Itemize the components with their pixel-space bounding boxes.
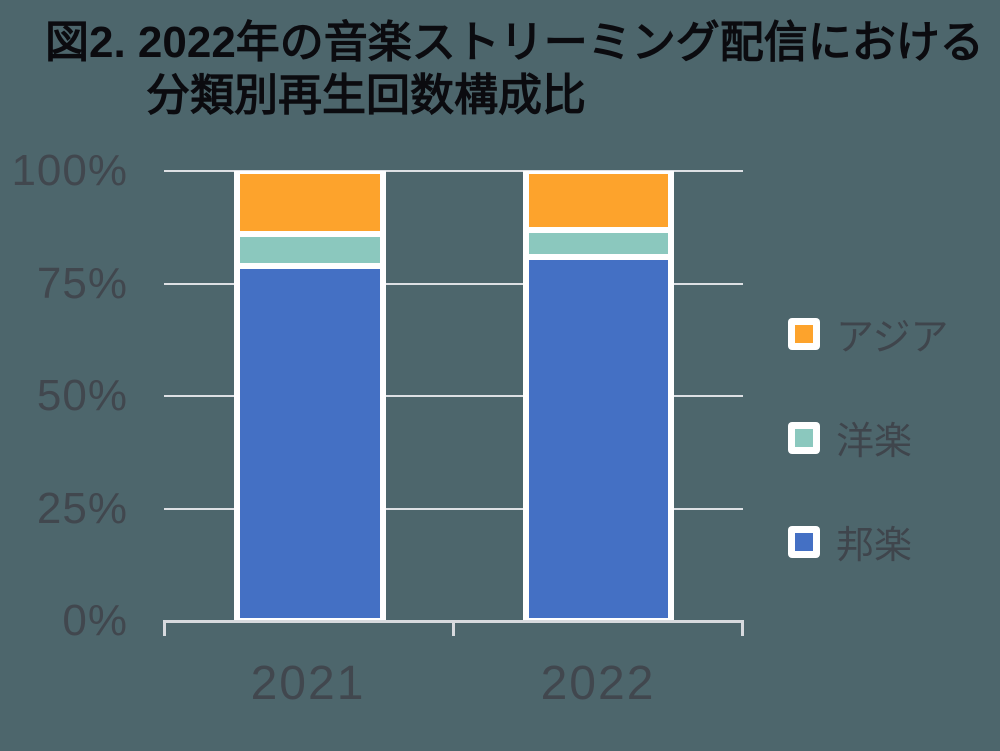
bar-segment-2021-邦楽 [234,265,386,621]
legend-item-洋楽: 洋楽 [788,410,948,465]
legend: アジア 洋楽 邦楽 [788,306,948,569]
legend-item-アジア: アジア [788,306,948,361]
gridline-75% [164,282,743,285]
chart-title-line2: 分類別再生回数構成比 [146,71,586,120]
chart-title: 図2. 2022年の音楽ストリーミング配信における 分類別再生回数構成比 [45,16,984,122]
bar-2021 [234,171,386,621]
chart-title-line1: 図2. 2022年の音楽ストリーミング配信における [45,18,984,67]
x-axis-category-label: 2022 [540,657,656,710]
bar-2022 [523,171,674,621]
x-axis-category-label: 2021 [250,657,366,710]
gridline-50% [164,395,743,397]
legend-item-邦楽: 邦楽 [788,514,948,569]
legend-swatch-icon [788,317,820,350]
gridline-25% [164,507,743,510]
legend-swatch-icon [788,421,820,454]
bar-segment-2022-アジア [523,171,674,230]
gridline-100% [164,170,743,172]
x-axis-tick [163,620,166,636]
x-axis-tick [452,620,455,636]
legend-swatch-color [795,324,813,343]
y-axis-tick-label: 0% [62,596,128,645]
bar-segment-2021-洋楽 [234,234,386,266]
y-axis-tick-label: 50% [36,371,128,420]
bar-segment-2021-アジア [234,171,386,234]
bar-segment-2022-邦楽 [523,256,674,621]
legend-swatch-icon [788,525,820,558]
legend-swatch-color [795,428,813,447]
legend-label: アジア [836,317,949,359]
plot-area [164,170,743,621]
legend-label: 邦楽 [836,525,913,567]
y-axis-tick-label: 25% [36,483,128,533]
x-axis-tick [741,620,744,636]
y-axis-tick-label: 75% [36,258,128,308]
legend-swatch-color [795,532,813,551]
y-axis-tick-label: 100% [11,146,128,195]
legend-label: 洋楽 [836,421,913,463]
bar-segment-2022-洋楽 [523,229,674,257]
